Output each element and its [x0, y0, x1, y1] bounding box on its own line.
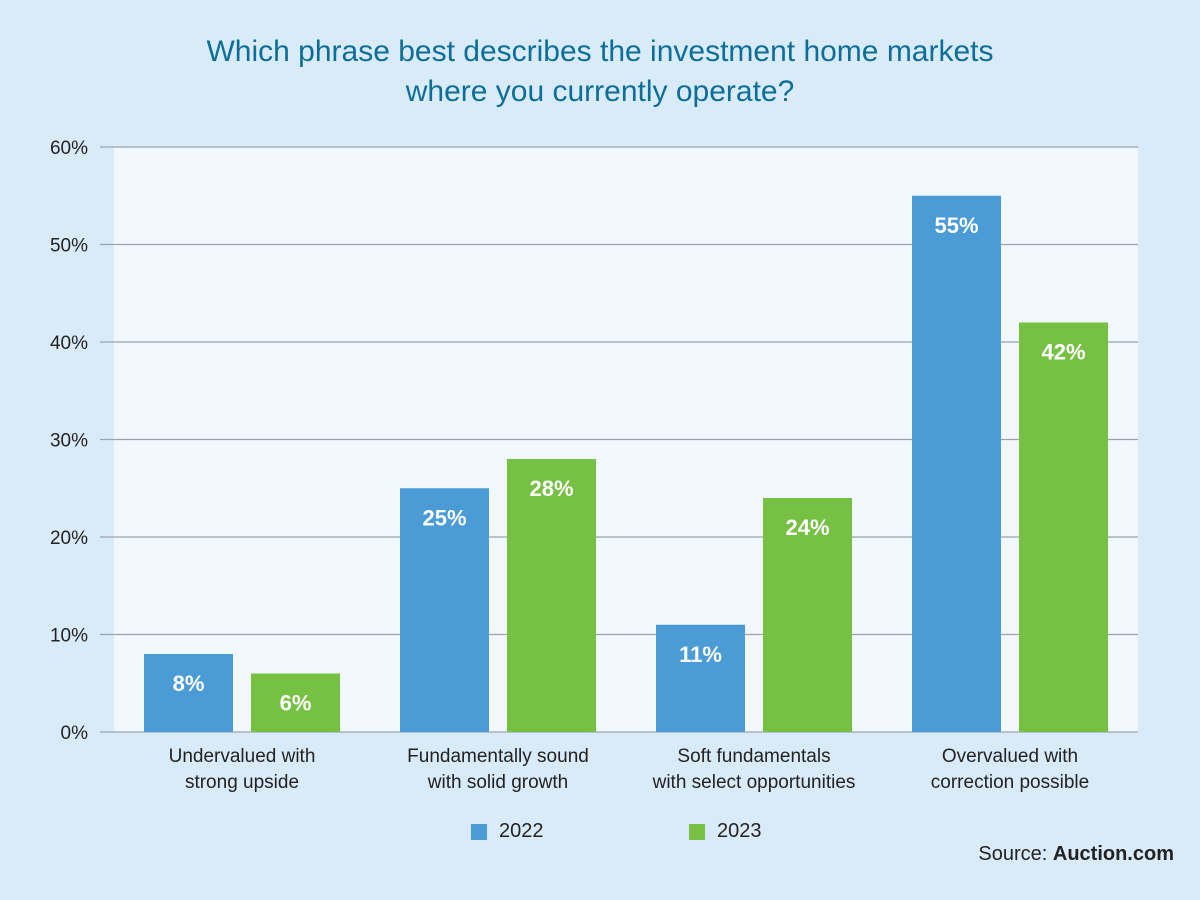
source-prefix: Source:	[978, 843, 1048, 865]
y-tick-label: 60%	[50, 138, 88, 159]
bar-value-label: 11%	[679, 642, 722, 667]
legend-item-2022: 2022	[471, 820, 544, 843]
y-tick-label: 20%	[50, 528, 88, 549]
bar-value-label: 25%	[422, 505, 466, 530]
bar-value-label: 24%	[785, 515, 829, 540]
x-category-label: with select opportunities	[652, 772, 856, 793]
chart-title: Which phrase best describes the investme…	[0, 32, 1200, 112]
bar-value-label: 55%	[934, 213, 978, 238]
bar-value-label: 28%	[529, 476, 573, 501]
source-note: Source: Auction.com	[978, 843, 1174, 866]
y-tick-label: 10%	[50, 626, 88, 647]
y-tick-label: 50%	[50, 236, 88, 257]
bar-value-label: 42%	[1041, 340, 1085, 365]
bar-value-label: 6%	[280, 691, 312, 716]
chart-title-line-1: Which phrase best describes the investme…	[206, 35, 994, 68]
x-category-label: Overvalued with	[942, 746, 1078, 767]
bar-2022	[912, 195, 1001, 732]
y-tick-label: 30%	[50, 431, 88, 452]
x-category-label: Soft fundamentals	[677, 746, 830, 767]
bar-2023	[251, 673, 340, 732]
source-name: Auction.com	[1052, 843, 1174, 865]
legend-item-2023: 2023	[689, 820, 762, 843]
bar-2023	[507, 459, 596, 732]
legend: 2022 2023	[0, 820, 1200, 846]
legend-label-2022: 2022	[499, 820, 544, 842]
x-category-label: strong upside	[185, 772, 299, 793]
bar-2022	[144, 654, 233, 732]
x-category-label: Fundamentally sound	[407, 746, 589, 767]
y-tick-label: 0%	[61, 723, 89, 744]
legend-label-2023: 2023	[717, 820, 762, 842]
bar-2022	[400, 488, 489, 732]
x-category-label: with solid growth	[427, 772, 568, 793]
legend-swatch-2023	[689, 823, 705, 840]
bar-2023	[1019, 322, 1108, 732]
legend-swatch-2022	[471, 823, 487, 840]
bar-2022	[656, 624, 745, 732]
y-tick-label: 40%	[50, 333, 88, 354]
bar-value-label: 8%	[173, 671, 205, 696]
bar-2023	[763, 498, 852, 732]
x-category-label: correction possible	[931, 772, 1089, 793]
chart-title-line-2: where you currently operate?	[405, 75, 795, 108]
x-category-label: Undervalued with	[169, 746, 316, 767]
